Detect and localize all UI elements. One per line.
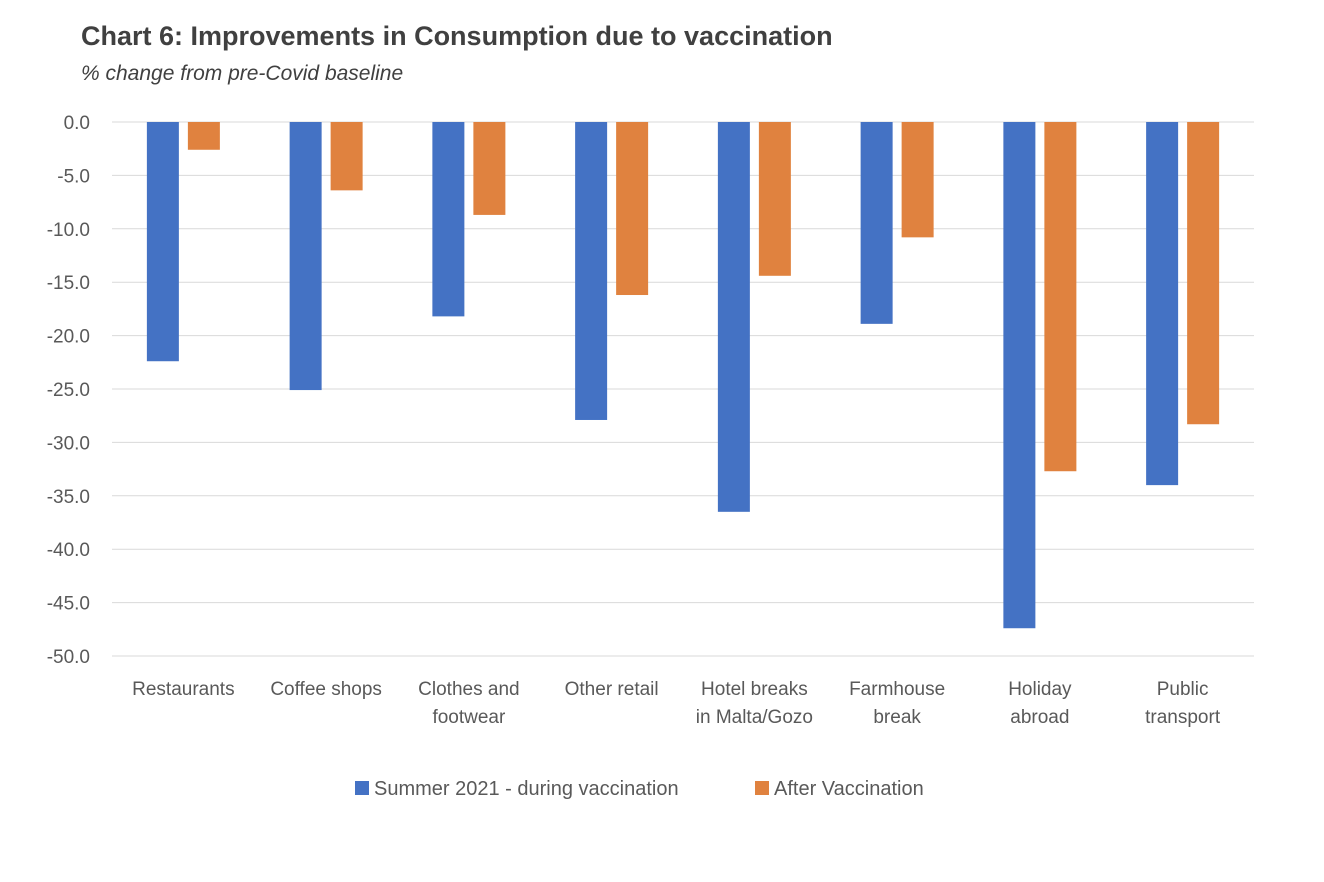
x-category-label: Other retail	[565, 679, 659, 700]
x-category-label: Clothes and footwear	[418, 679, 519, 728]
y-tick-label: -5.0	[57, 166, 90, 187]
bar	[146, 122, 179, 362]
y-tick-label: -50.0	[47, 647, 90, 668]
y-tick-label: -10.0	[47, 220, 90, 241]
y-tick-label: -45.0	[47, 594, 90, 615]
legend-label: Summer 2021 - during vaccination	[374, 778, 679, 800]
bar	[860, 122, 893, 324]
bar	[289, 122, 322, 391]
bar	[575, 122, 608, 420]
bar	[1003, 122, 1036, 629]
x-category-label: Holiday abroad	[1008, 679, 1072, 728]
bar	[432, 122, 465, 317]
bar	[616, 122, 649, 296]
bar	[717, 122, 750, 512]
y-tick-label: -35.0	[47, 487, 90, 508]
bar	[758, 122, 791, 276]
chart-title: Chart 6: Improvements in Consumption due…	[81, 21, 833, 51]
y-tick-label: -15.0	[47, 273, 90, 294]
x-category-label: Restaurants	[132, 679, 234, 700]
x-category-label: Public transport	[1145, 679, 1221, 728]
bars	[146, 122, 1220, 629]
y-tick-label: -20.0	[47, 327, 90, 348]
bar	[901, 122, 934, 238]
legend-swatch	[755, 781, 769, 795]
x-category-label: Coffee shops	[270, 679, 382, 700]
legend: Summer 2021 - during vaccination After Va…	[355, 778, 924, 800]
legend-swatch	[355, 781, 369, 795]
x-category-label: Hotel breaks in Malta/Gozo	[696, 679, 813, 728]
bar	[473, 122, 506, 215]
y-tick-label: 0.0	[64, 113, 90, 134]
y-tick-label: -40.0	[47, 540, 90, 561]
bar	[187, 122, 220, 150]
bar	[1146, 122, 1179, 486]
x-axis-categories: Restaurants Coffee shops Clothes and footwe…	[132, 679, 1221, 728]
legend-label: After Vaccination	[774, 778, 924, 800]
bar	[1044, 122, 1077, 472]
y-axis-ticks: 0.0 -5.0 -10.0 -15.0 -20.0 -25.0 -30.0 -35.0 -40…	[47, 113, 90, 668]
y-tick-label: -30.0	[47, 433, 90, 454]
chart-subtitle: % change from pre-Covid baseline	[81, 62, 403, 85]
x-category-label: Farmhouse break	[849, 679, 945, 728]
bar	[1187, 122, 1220, 425]
bar	[330, 122, 363, 191]
gridlines	[112, 121, 1254, 657]
y-tick-label: -25.0	[47, 380, 90, 401]
